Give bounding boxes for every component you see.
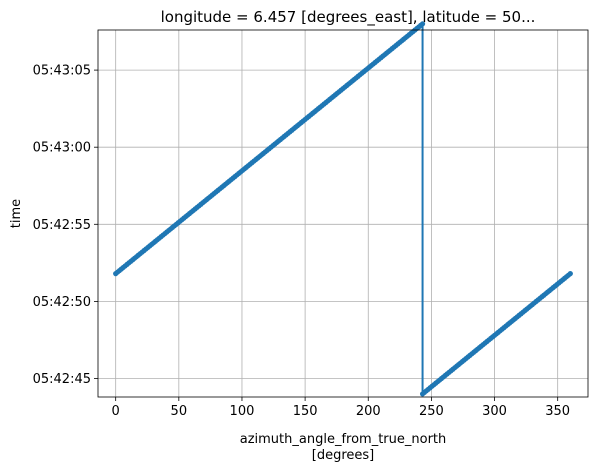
plot-area-frame	[97, 29, 589, 398]
y-tick-label: 05:42:55	[33, 218, 91, 233]
x-tick-label: 100	[230, 404, 255, 419]
chart-title: longitude = 6.457 [degrees_east], latitu…	[161, 8, 536, 27]
x-tick-label: 150	[293, 404, 318, 419]
series-line	[115, 21, 571, 397]
y-tick-label: 05:42:50	[33, 295, 91, 310]
x-tick-label: 200	[356, 404, 381, 419]
x-tick-label: 300	[482, 404, 507, 419]
x-tick-label: 350	[545, 404, 570, 419]
x-tick-label: 0	[112, 404, 120, 419]
y-tick-label: 05:42:45	[33, 372, 91, 387]
x-tick-label: 50	[171, 404, 188, 419]
x-axis-label: azimuth_angle_from_true_north	[240, 432, 447, 447]
y-tick-label: 05:43:05	[33, 64, 91, 79]
x-tick-label: 250	[419, 404, 444, 419]
x-axis-label-units: [degrees]	[312, 448, 374, 463]
y-tick-label: 05:43:00	[33, 141, 91, 156]
series-marker	[567, 271, 573, 277]
y-axis-label: time	[9, 199, 24, 228]
series-marker	[419, 21, 426, 27]
